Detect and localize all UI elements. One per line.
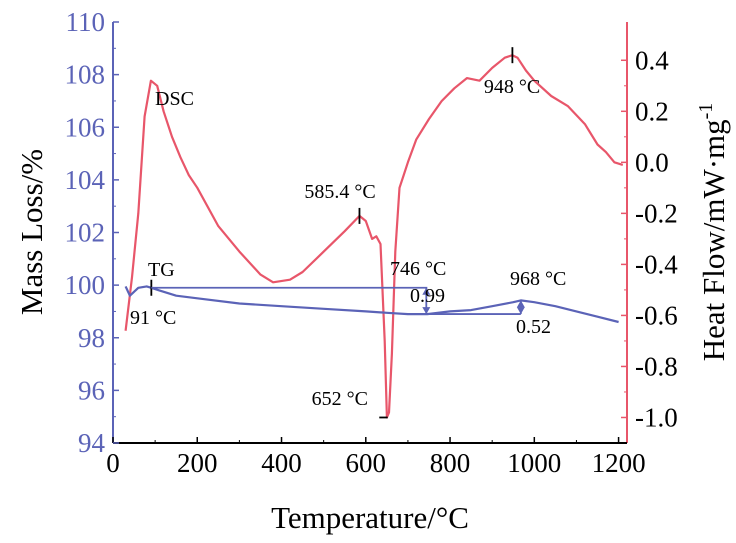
left-tick-label: 102 xyxy=(65,218,106,248)
annotation-label: 91 °C xyxy=(130,307,176,329)
annotation-label: 652 °C xyxy=(312,388,368,410)
arrow-052-head-bottom xyxy=(516,307,525,315)
right-axis-title-main: Heat Flow/mW·mg xyxy=(696,119,731,361)
x-tick-label: 0 xyxy=(106,448,120,478)
x-tick-label: 1200 xyxy=(592,448,646,478)
arrow-052-head-top xyxy=(516,300,525,308)
left-tick-label: 100 xyxy=(65,270,106,300)
left-tick-label: 94 xyxy=(78,428,106,458)
x-tick-label: 1000 xyxy=(507,448,561,478)
left-tick-label: 96 xyxy=(78,375,105,405)
right-axis-title-superscript: -1 xyxy=(695,103,717,120)
left-tick-label: 110 xyxy=(66,7,106,37)
x-axis-title: Temperature/°C xyxy=(271,500,469,535)
left-tick-label: 106 xyxy=(65,112,106,142)
arrow-099-head-bottom xyxy=(422,307,431,315)
plot-area: 0 200 400 600 800 1000 1200 94 96 98 100 102 104 106 1… xyxy=(65,7,679,478)
left-tick-label: 98 xyxy=(78,323,105,353)
right-tick-label: -0.2 xyxy=(635,198,678,228)
right-tick-label: -0.4 xyxy=(635,249,678,279)
annotation-label: 0.52 xyxy=(516,316,551,338)
right-tick-label: 0.2 xyxy=(635,96,669,126)
annotation-label: TG xyxy=(148,259,175,281)
right-tick-label: -0.8 xyxy=(635,351,678,381)
right-tick-label: 0.4 xyxy=(635,45,669,75)
annotation-label: 585.4 °C xyxy=(304,181,375,203)
annotation-label: 746 °C xyxy=(390,258,446,280)
x-tick-label: 400 xyxy=(261,448,302,478)
annotation-label: 0.99 xyxy=(410,285,445,307)
arrow-099-head-top xyxy=(422,287,431,295)
right-tick-label: -0.6 xyxy=(635,300,678,330)
left-tick-label: 104 xyxy=(65,165,106,195)
right-tick-label: 0.0 xyxy=(635,147,669,177)
right-axis-title: Heat Flow/mW·mg-1 xyxy=(695,103,731,362)
x-tick-label: 200 xyxy=(177,448,218,478)
annotation-label: 968 °C xyxy=(510,268,566,290)
right-tick-label: -1.0 xyxy=(635,402,678,432)
annotation-label: DSC xyxy=(155,88,194,110)
x-tick-label: 800 xyxy=(430,448,471,478)
left-axis-title: Mass Loss/% xyxy=(14,149,49,315)
annotation-label: 948 °C xyxy=(484,76,540,98)
left-tick-label: 108 xyxy=(65,60,106,90)
x-tick-label: 600 xyxy=(346,448,387,478)
